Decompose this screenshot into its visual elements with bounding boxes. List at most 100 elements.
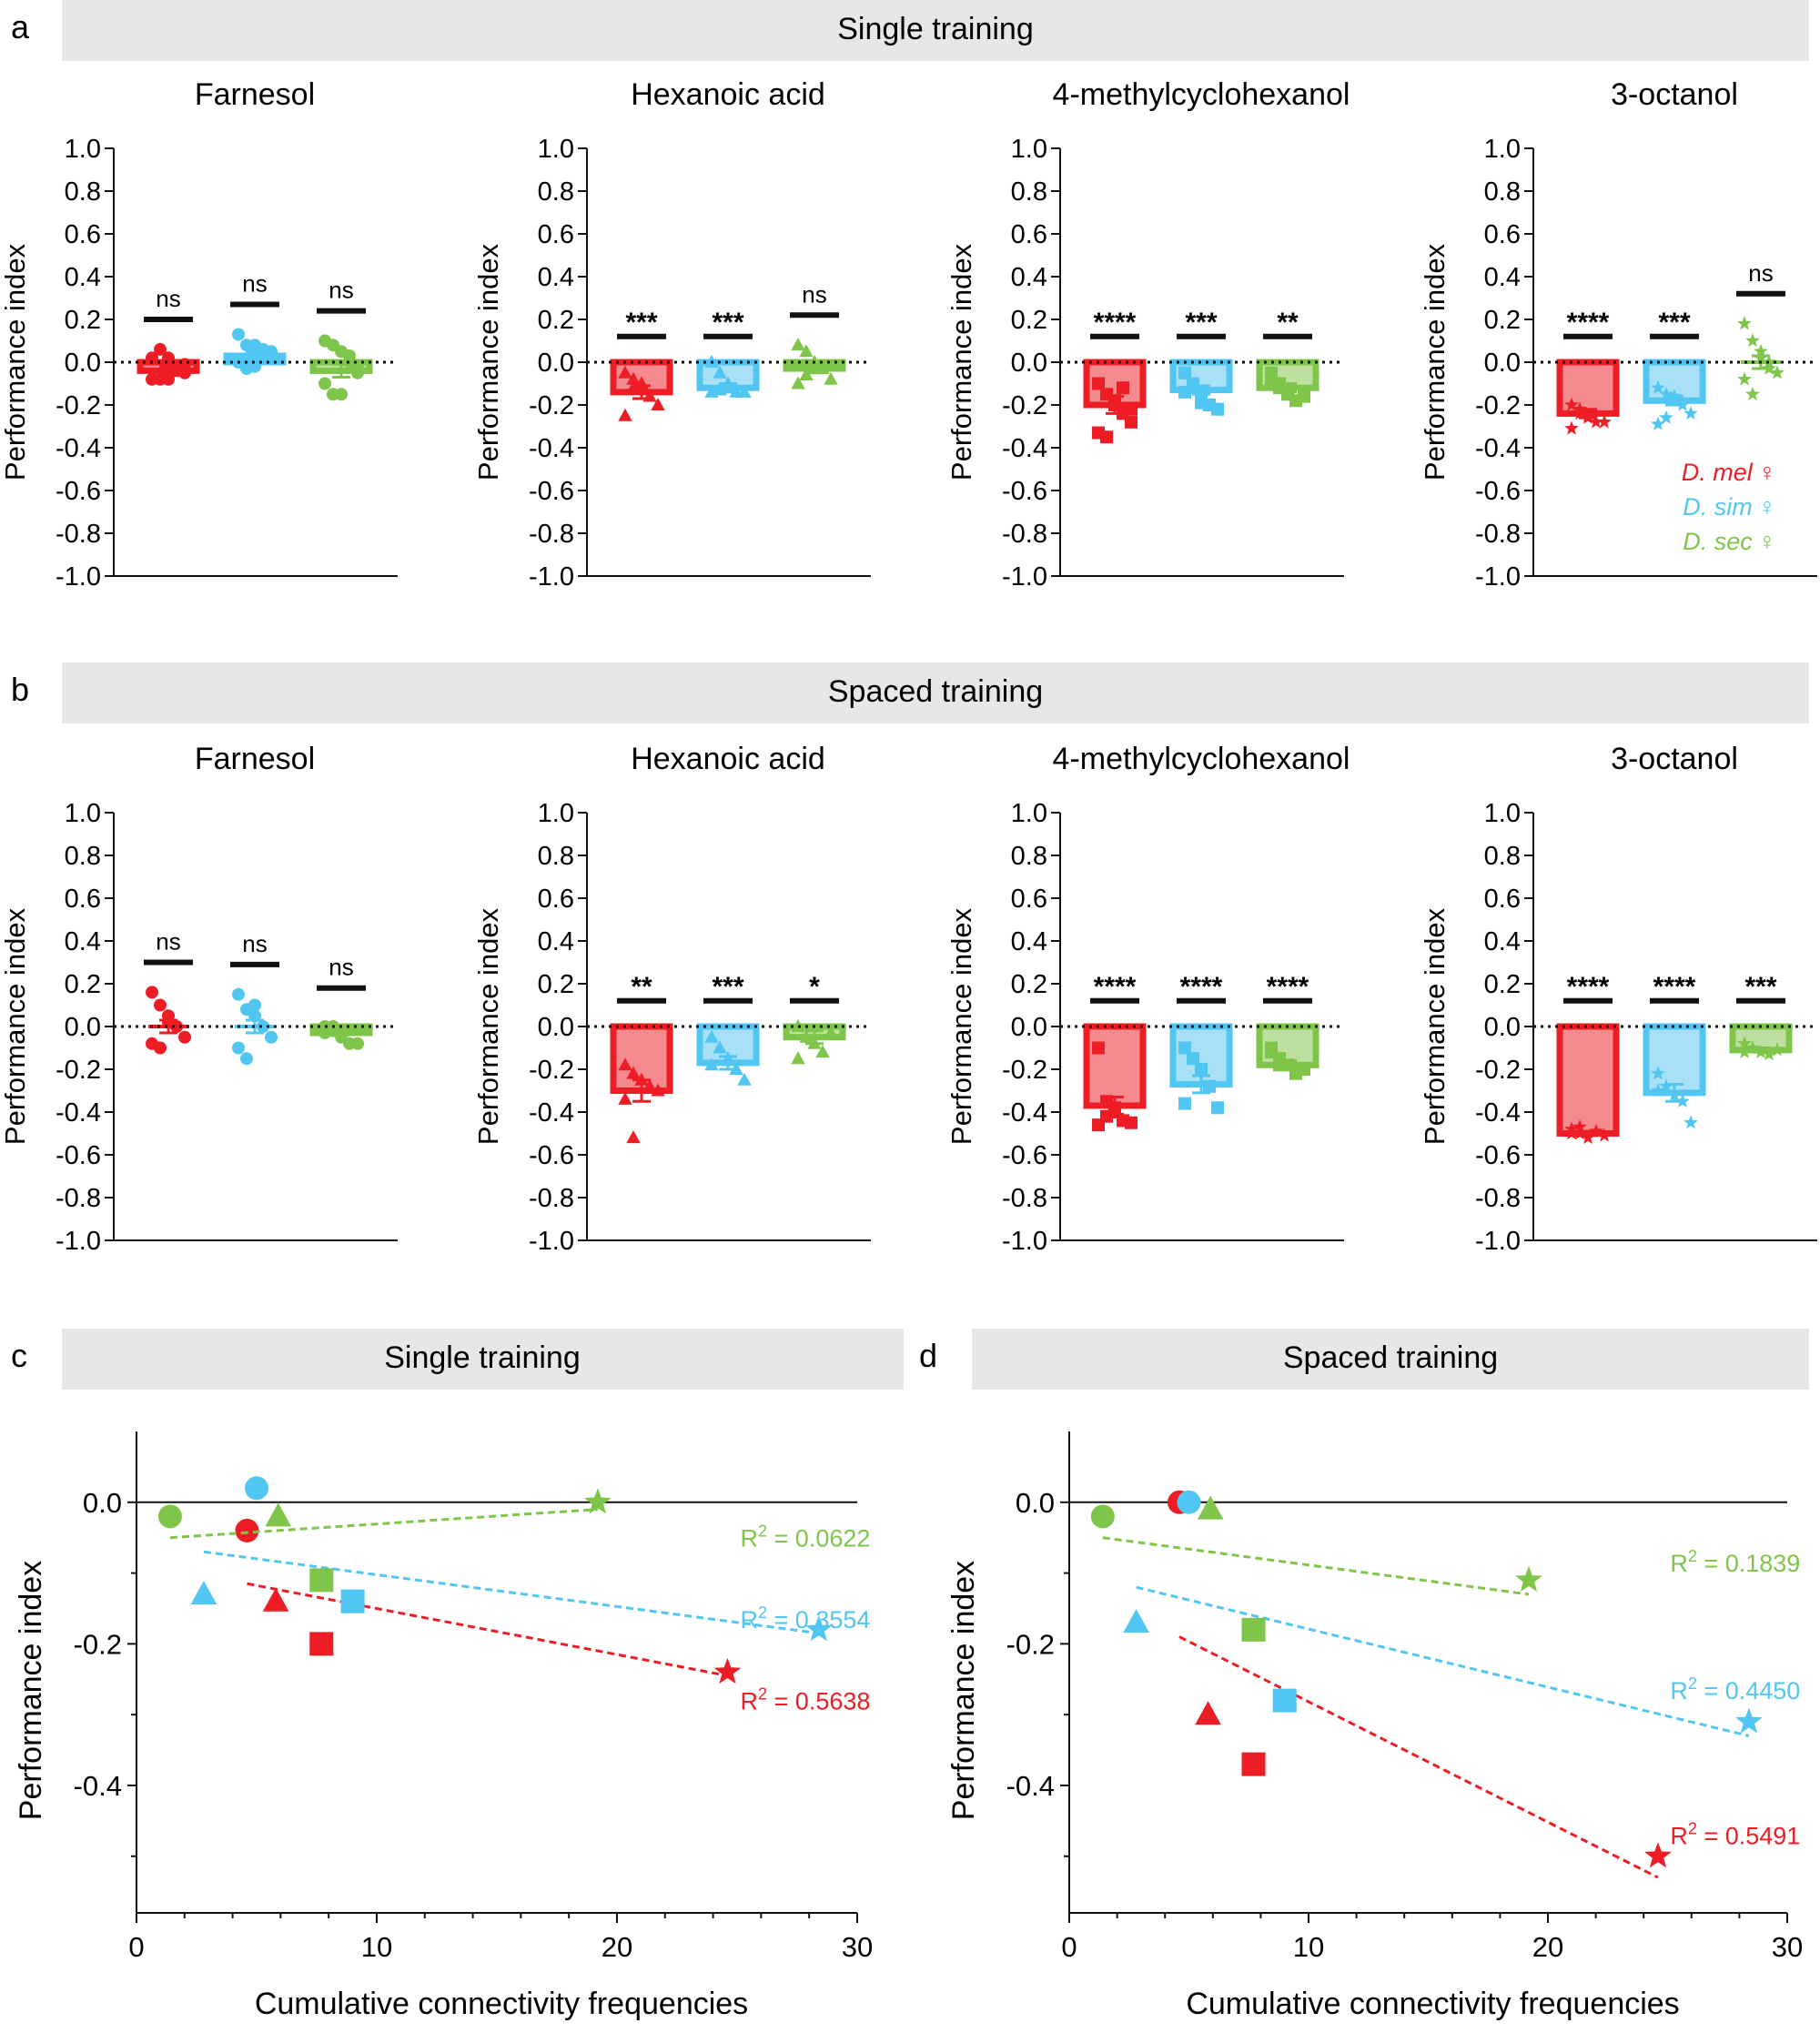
panel-d-r2-value-sec: = 0.1839 xyxy=(1697,1550,1800,1577)
panel-b-point-3-mel-2 xyxy=(1581,1129,1595,1144)
panel-a-point-0-sec-9 xyxy=(351,366,364,379)
panel-c-r2-label-sim: R xyxy=(741,1606,759,1633)
panel-a-ytick-label-3-9: -0.8 xyxy=(1475,520,1521,549)
panel-d-xtick-label-0: 0 xyxy=(1061,1931,1077,1963)
panel-a-point-2-sim-4 xyxy=(1211,402,1224,416)
panel-b-point-1-mel-3 xyxy=(642,1078,657,1092)
panel-c-r2-sec: R2 = 0.0622 xyxy=(741,1522,871,1553)
panel-a-point-1-mel-6 xyxy=(626,380,641,394)
panel-d-r2-mel: R2 = 0.5491 xyxy=(1670,1819,1800,1849)
panel-c-fit-mel xyxy=(247,1582,728,1677)
panel-b-ytick-label-1-3: 0.4 xyxy=(538,927,574,956)
panel-a-ytick-label-3-7: -0.4 xyxy=(1475,434,1521,463)
panel-d-point-sim-square xyxy=(1272,1688,1297,1713)
panel-d-ytick-label-2: -0.4 xyxy=(1006,1770,1055,1802)
panel-b-sig-label-2-sim: **** xyxy=(1180,972,1223,1002)
panel-a-point-2-mel-0 xyxy=(1092,377,1105,390)
panel-a-point-3-mel-7 xyxy=(1581,408,1595,422)
panel-a-ytick-label-0-4: 0.2 xyxy=(65,306,101,335)
panel-a-ytick-label-0-1: 0.8 xyxy=(65,177,101,207)
panel-c-point-sec-triangle xyxy=(265,1502,292,1527)
panel-d-r2-sup-sim: 2 xyxy=(1688,1674,1697,1693)
panel-d-r2-value-sim: = 0.4450 xyxy=(1697,1677,1800,1704)
panel-d-point-mel-triangle xyxy=(1195,1701,1221,1725)
panel-b-ytick-label-1-7: -0.4 xyxy=(529,1098,574,1128)
panel-letter-b: b xyxy=(11,671,29,708)
panel-b-sig-label-3-sim: **** xyxy=(1653,972,1696,1002)
panel-a-point-0-sec-5 xyxy=(318,377,331,390)
panel-a-point-1-mel-4 xyxy=(651,397,665,410)
panel-a-ylabel-1: Performance index xyxy=(472,243,504,480)
panel-b-point-0-sec-4 xyxy=(351,1037,364,1050)
panel-a-subplot-3: 3-octanol Performance index 1.0 0.8 0.6 0.4 0.… xyxy=(1419,77,1817,592)
panel-b-point-3-sec-1 xyxy=(1745,1040,1760,1055)
panel-d-r2-sim: R2 = 0.4450 xyxy=(1670,1674,1800,1704)
panel-a-point-1-sec-7 xyxy=(807,359,822,372)
panel-b-bar-3-mel xyxy=(1556,1023,1620,1137)
panel-b-point-2-mel-4 xyxy=(1125,1116,1138,1129)
panel-b-ytick-label-3-6: -0.2 xyxy=(1475,1056,1521,1085)
panel-b-ytick-label-2-7: -0.4 xyxy=(1002,1098,1047,1128)
panel-a-ytick-label-0-10: -1.0 xyxy=(56,562,101,592)
panel-a-point-3-mel-5 xyxy=(1564,420,1579,435)
panel-b-sig-label-2-sec: **** xyxy=(1267,972,1309,1002)
panel-b-point-3-mel-1 xyxy=(1572,1126,1587,1140)
panel-a-point-0-mel-0 xyxy=(146,351,158,365)
panel-d-fit-sec xyxy=(1102,1536,1530,1596)
panel-b-ytick-label-0-7: -0.4 xyxy=(56,1098,101,1128)
panel-c-r2-value-mel: = 0.5638 xyxy=(767,1688,870,1715)
panel-a-point-3-sim-5 xyxy=(1651,416,1665,430)
legend-sec: D. sec ♀ xyxy=(1683,528,1776,555)
panel-b-sig-label-3-mel: **** xyxy=(1567,972,1610,1002)
panel-a-sig-label-3-sim: *** xyxy=(1658,308,1690,338)
panel-b-point-2-sim-4 xyxy=(1211,1101,1224,1115)
panel-a-point-2-mel-9 xyxy=(1125,402,1138,416)
panel-b-point-0-mel-0 xyxy=(146,986,158,999)
panel-a-odor-title-1: Hexanoic acid xyxy=(631,77,825,112)
panel-d-scatter: 0.0 -0.2 -0.4 0 10 20 30 Cumulative connectivit… xyxy=(946,1431,1803,2021)
panel-b-ytick-label-3-10: -1.0 xyxy=(1475,1227,1521,1256)
panel-b-subplot-1: Hexanoic acid Performance index 1.0 0.8 0.6 0… xyxy=(472,742,871,1256)
panel-a-ytick-label-0-8: -0.6 xyxy=(56,477,101,506)
panel-b-sig-label-0-sec: ns xyxy=(329,954,353,981)
panel-b-point-3-sec-5 xyxy=(1737,1044,1752,1058)
panel-d-xtick-label-2: 20 xyxy=(1532,1931,1563,1963)
panel-d-r2-value-mel: = 0.5491 xyxy=(1697,1822,1800,1849)
panel-b-ytick-label-2-0: 1.0 xyxy=(1011,799,1047,828)
panel-a-ytick-label-0-7: -0.4 xyxy=(56,434,101,463)
panel-a-point-3-sim-1 xyxy=(1659,386,1673,400)
panel-a-ytick-label-3-5: 0.0 xyxy=(1484,349,1521,378)
panel-a-point-0-mel-7 xyxy=(162,372,175,386)
panel-a-ytick-label-0-9: -0.8 xyxy=(56,520,101,549)
panel-a-ylabel-2: Performance index xyxy=(945,243,977,480)
panel-d-point-sec-triangle xyxy=(1197,1495,1224,1520)
panel-b-point-2-sim-3 xyxy=(1203,1079,1216,1093)
panel-b-point-2-sec-5 xyxy=(1265,1046,1278,1059)
panel-b-ytick-label-3-7: -0.4 xyxy=(1475,1098,1521,1128)
panel-b-point-3-sim-3 xyxy=(1675,1093,1690,1108)
panel-b-sig-label-0-mel: ns xyxy=(156,928,180,956)
panel-letter-a: a xyxy=(11,8,30,46)
panel-d-point-mel-square xyxy=(1241,1752,1266,1776)
panel-b-point-0-sim-2 xyxy=(248,1009,261,1023)
panel-b-point-1-sim-0 xyxy=(704,1029,719,1043)
legend-sec-sex: ♀ xyxy=(1758,528,1776,555)
panel-a-point-1-mel-5 xyxy=(618,408,632,421)
panel-a-point-3-sim-6 xyxy=(1659,410,1673,424)
panel-a-ytick-label-0-6: -0.2 xyxy=(56,391,101,420)
panel-a-point-2-sec-4 xyxy=(1298,389,1310,403)
panel-c-point-mel-square xyxy=(309,1632,334,1656)
panel-b-odor-title-2: 4-methylcyclohexanol xyxy=(1053,742,1350,776)
panel-a-ytick-label-3-4: 0.2 xyxy=(1484,306,1521,335)
panel-a-point-0-sim-9 xyxy=(265,345,278,359)
panel-a-ytick-label-0-3: 0.4 xyxy=(65,263,101,292)
panel-b-point-3-sim-2 xyxy=(1667,1087,1682,1101)
panel-b-point-1-sim-2 xyxy=(721,1051,735,1065)
panel-b-point-1-mel-6 xyxy=(626,1130,641,1144)
panel-d-r2-sup-sec: 2 xyxy=(1688,1547,1697,1565)
panel-b-point-2-mel-7 xyxy=(1108,1101,1121,1115)
panel-b-subplot-2: 4-methylcyclohexanol Performance index 1.0… xyxy=(945,742,1350,1256)
panel-c-point-sim-star xyxy=(804,1615,833,1642)
panel-a-ytick-label-2-7: -0.4 xyxy=(1002,434,1047,463)
legend-sim: D. sim ♀ xyxy=(1683,493,1776,521)
